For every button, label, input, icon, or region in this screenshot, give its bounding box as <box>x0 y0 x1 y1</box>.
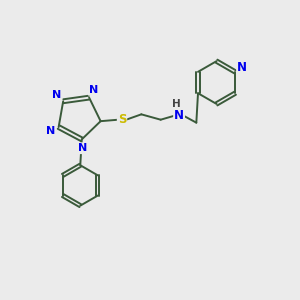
Text: S: S <box>118 113 126 126</box>
Text: H: H <box>172 99 181 109</box>
Text: N: N <box>52 90 62 100</box>
Text: N: N <box>89 85 98 95</box>
Text: N: N <box>78 143 88 153</box>
Text: N: N <box>174 109 184 122</box>
Text: N: N <box>46 126 55 136</box>
Text: N: N <box>237 61 247 74</box>
